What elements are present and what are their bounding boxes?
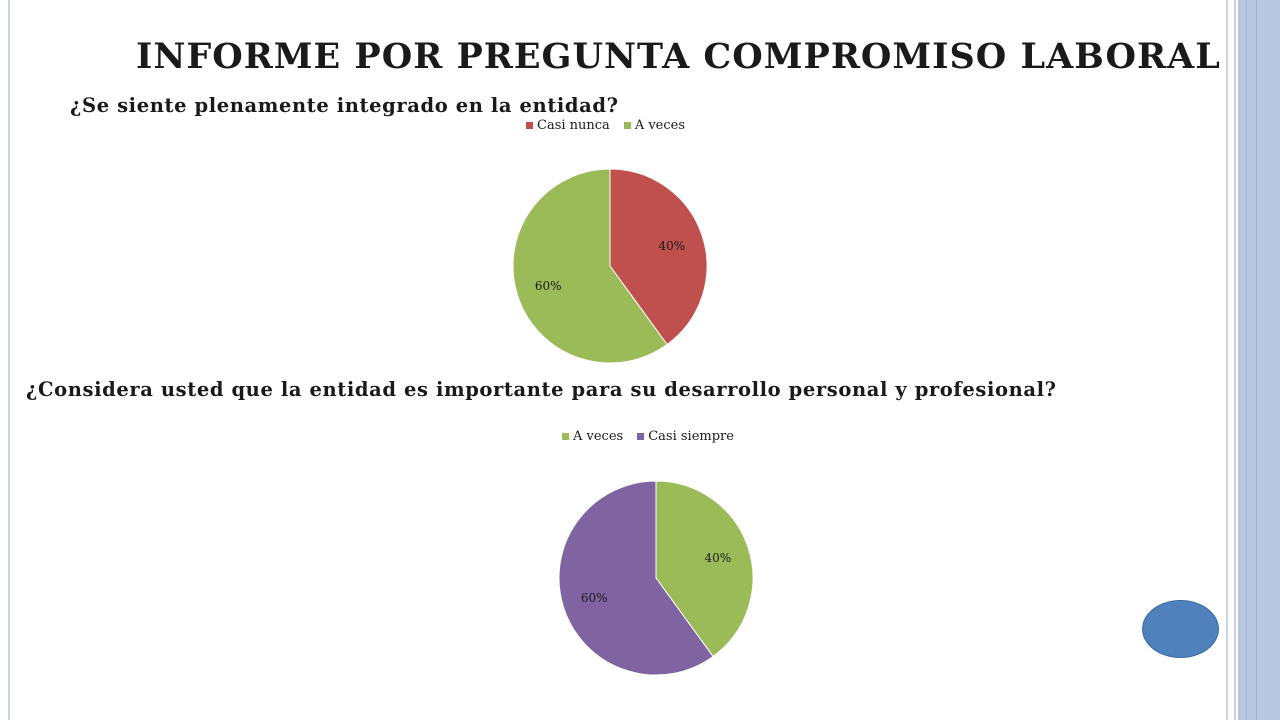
- legend-label: A veces: [573, 429, 624, 444]
- pie-slice-a-veces: [655, 480, 754, 658]
- slide-title: INFORME POR PREGUNTA COMPROMISO LABORAL: [136, 36, 1221, 77]
- frame-line: [1226, 0, 1228, 720]
- legend-label: Casi siempre: [648, 429, 734, 444]
- data-label: 60%: [535, 279, 562, 293]
- frame-band-line: [1256, 0, 1257, 720]
- chart-2-title: ¿Considera usted que la entidad es impor…: [26, 378, 1057, 401]
- frame-band: [1238, 0, 1280, 720]
- chart-2-legend: A veces Casi siempre: [562, 429, 734, 444]
- left-border-line: [8, 0, 10, 720]
- data-label: 60%: [581, 591, 608, 605]
- data-label: 40%: [704, 551, 731, 565]
- nav-circle-button[interactable]: [1142, 600, 1219, 658]
- legend-swatch: [562, 433, 569, 440]
- pie-chart-1: 40% 60%: [512, 168, 708, 364]
- data-label: 40%: [658, 239, 685, 253]
- legend-item-casi-siempre: Casi siempre: [637, 429, 734, 444]
- pie-slice-casi-siempre: [558, 480, 714, 676]
- frame-line: [1234, 0, 1236, 720]
- legend-label: A veces: [634, 118, 686, 133]
- pie-slice-a-veces: [512, 168, 668, 364]
- legend-item-a-veces: A veces: [623, 118, 686, 133]
- right-decorative-frame: [1226, 0, 1280, 720]
- pie-chart-2: 40% 60%: [558, 480, 754, 676]
- legend-swatch: [623, 122, 631, 129]
- pie-slice-casi-nunca: [609, 168, 708, 346]
- chart-1-title: ¿Se siente plenamente integrado en la en…: [70, 94, 619, 117]
- frame-band-line: [1246, 0, 1247, 720]
- legend-item-a-veces: A veces: [562, 429, 623, 444]
- legend-swatch: [526, 122, 533, 129]
- legend-swatch: [637, 433, 645, 440]
- legend-label: Casi nunca: [537, 118, 610, 133]
- chart-1-legend: Casi nunca A veces: [526, 118, 685, 133]
- legend-item-casi-nunca: Casi nunca: [526, 118, 610, 133]
